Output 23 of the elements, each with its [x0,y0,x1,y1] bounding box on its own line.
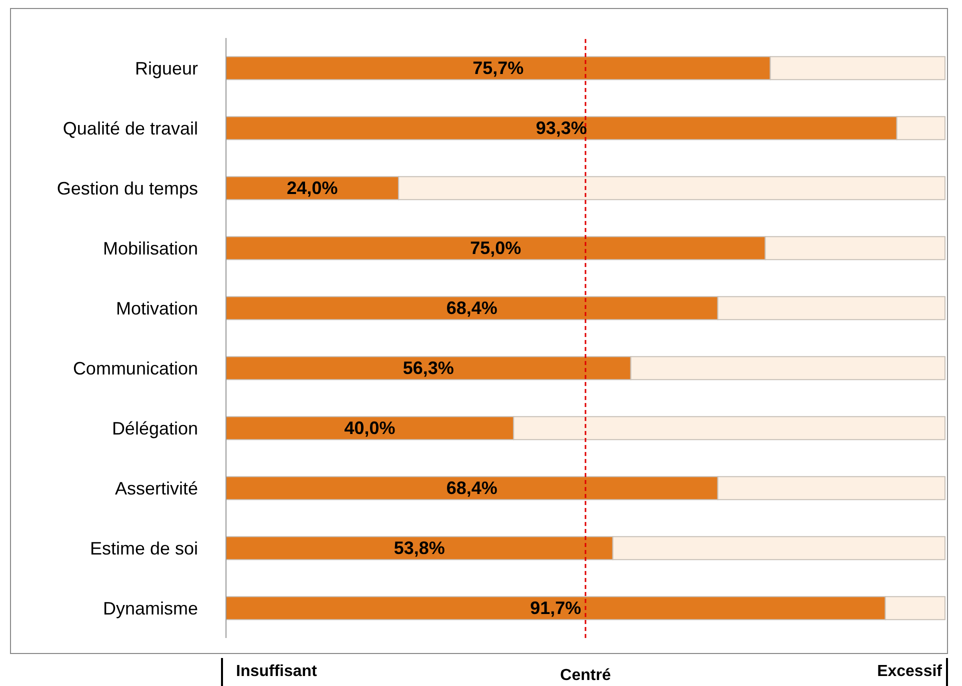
data-label: 53,8% [394,538,445,558]
data-label: 56,3% [402,358,454,378]
y-tick-label: Motivation [116,298,198,318]
data-label: 40,0% [344,418,396,438]
y-tick-label: Communication [72,358,198,378]
data-label: 68,4% [446,478,498,498]
y-tick-label: Assertivité [114,478,198,498]
y-tick-label: Dynamisme [102,598,198,618]
data-label: 75,7% [472,58,524,78]
data-label: 68,4% [446,298,498,318]
y-tick-label: Mobilisation [102,238,198,258]
data-label: 91,7% [530,598,582,618]
y-tick-label: Rigueur [134,58,198,78]
y-tick-label: Estime de soi [90,538,198,558]
data-label: 93,3% [536,118,587,138]
y-tick-label: Qualité de travail [62,118,198,138]
text: Excessif [877,663,942,681]
data-label: 75,0% [470,238,522,258]
y-tick-label: Délégation [112,418,198,438]
ref-line-label: Centré [560,667,611,684]
y-tick-label: Gestion du temps [56,178,198,198]
text: Insuffisant [236,663,317,681]
data-label: 24,0% [286,178,338,198]
